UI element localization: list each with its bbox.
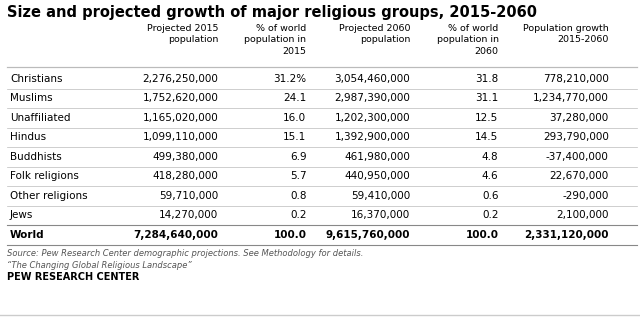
- Text: Projected 2015
population: Projected 2015 population: [147, 24, 218, 44]
- Text: 2,987,390,000: 2,987,390,000: [335, 93, 410, 103]
- Text: 22,670,000: 22,670,000: [550, 171, 609, 181]
- Text: 14,270,000: 14,270,000: [159, 210, 218, 220]
- Text: 1,752,620,000: 1,752,620,000: [142, 93, 218, 103]
- Text: 6.9: 6.9: [290, 152, 307, 162]
- Text: Hindus: Hindus: [10, 132, 46, 142]
- Text: 1,234,770,000: 1,234,770,000: [533, 93, 609, 103]
- Text: 16,370,000: 16,370,000: [351, 210, 410, 220]
- Text: Folk religions: Folk religions: [10, 171, 79, 181]
- Text: 440,950,000: 440,950,000: [344, 171, 410, 181]
- Text: 9,615,760,000: 9,615,760,000: [326, 230, 410, 240]
- Text: 16.0: 16.0: [284, 113, 307, 123]
- Text: 59,410,000: 59,410,000: [351, 191, 410, 201]
- Text: Population growth
2015-2060: Population growth 2015-2060: [523, 24, 609, 44]
- Text: 3,054,460,000: 3,054,460,000: [335, 74, 410, 84]
- Text: Buddhists: Buddhists: [10, 152, 61, 162]
- Text: 2,276,250,000: 2,276,250,000: [142, 74, 218, 84]
- Text: Muslims: Muslims: [10, 93, 52, 103]
- Text: World: World: [10, 230, 45, 240]
- Text: 15.1: 15.1: [283, 132, 307, 142]
- Text: -37,400,000: -37,400,000: [546, 152, 609, 162]
- Text: 499,380,000: 499,380,000: [152, 152, 218, 162]
- Text: Christians: Christians: [10, 74, 63, 84]
- Text: 1,165,020,000: 1,165,020,000: [143, 113, 218, 123]
- Text: Projected 2060
population: Projected 2060 population: [339, 24, 410, 44]
- Text: 4.8: 4.8: [482, 152, 499, 162]
- Text: Other religions: Other religions: [10, 191, 88, 201]
- Text: 418,280,000: 418,280,000: [152, 171, 218, 181]
- Text: 0.2: 0.2: [290, 210, 307, 220]
- Text: Unaffiliated: Unaffiliated: [10, 113, 70, 123]
- Text: 100.0: 100.0: [465, 230, 499, 240]
- Text: PEW RESEARCH CENTER: PEW RESEARCH CENTER: [7, 273, 140, 282]
- Text: 0.2: 0.2: [482, 210, 499, 220]
- Text: 1,099,110,000: 1,099,110,000: [143, 132, 218, 142]
- Text: Source: Pew Research Center demographic projections. See Methodology for details: Source: Pew Research Center demographic …: [7, 249, 364, 258]
- Text: 37,280,000: 37,280,000: [550, 113, 609, 123]
- Text: -290,000: -290,000: [563, 191, 609, 201]
- Text: 31.1: 31.1: [476, 93, 499, 103]
- Text: 31.2%: 31.2%: [273, 74, 307, 84]
- Text: 59,710,000: 59,710,000: [159, 191, 218, 201]
- Text: 12.5: 12.5: [476, 113, 499, 123]
- Text: % of world
population in
2015: % of world population in 2015: [244, 24, 307, 56]
- Text: 7,284,640,000: 7,284,640,000: [133, 230, 218, 240]
- Text: 0.6: 0.6: [482, 191, 499, 201]
- Text: 31.8: 31.8: [476, 74, 499, 84]
- Text: 1,392,900,000: 1,392,900,000: [335, 132, 410, 142]
- Text: % of world
population in
2060: % of world population in 2060: [436, 24, 499, 56]
- Text: Jews: Jews: [10, 210, 33, 220]
- Text: Size and projected growth of major religious groups, 2015-2060: Size and projected growth of major relig…: [7, 5, 537, 20]
- Text: 2,100,000: 2,100,000: [556, 210, 609, 220]
- Text: 1,202,300,000: 1,202,300,000: [335, 113, 410, 123]
- Text: 4.6: 4.6: [482, 171, 499, 181]
- Text: 5.7: 5.7: [290, 171, 307, 181]
- Text: 0.8: 0.8: [290, 191, 307, 201]
- Text: 461,980,000: 461,980,000: [344, 152, 410, 162]
- Text: 778,210,000: 778,210,000: [543, 74, 609, 84]
- Text: 100.0: 100.0: [273, 230, 307, 240]
- Text: “The Changing Global Religious Landscape”: “The Changing Global Religious Landscape…: [7, 261, 192, 269]
- Text: 293,790,000: 293,790,000: [543, 132, 609, 142]
- Text: 24.1: 24.1: [283, 93, 307, 103]
- Text: 14.5: 14.5: [476, 132, 499, 142]
- Text: 2,331,120,000: 2,331,120,000: [524, 230, 609, 240]
